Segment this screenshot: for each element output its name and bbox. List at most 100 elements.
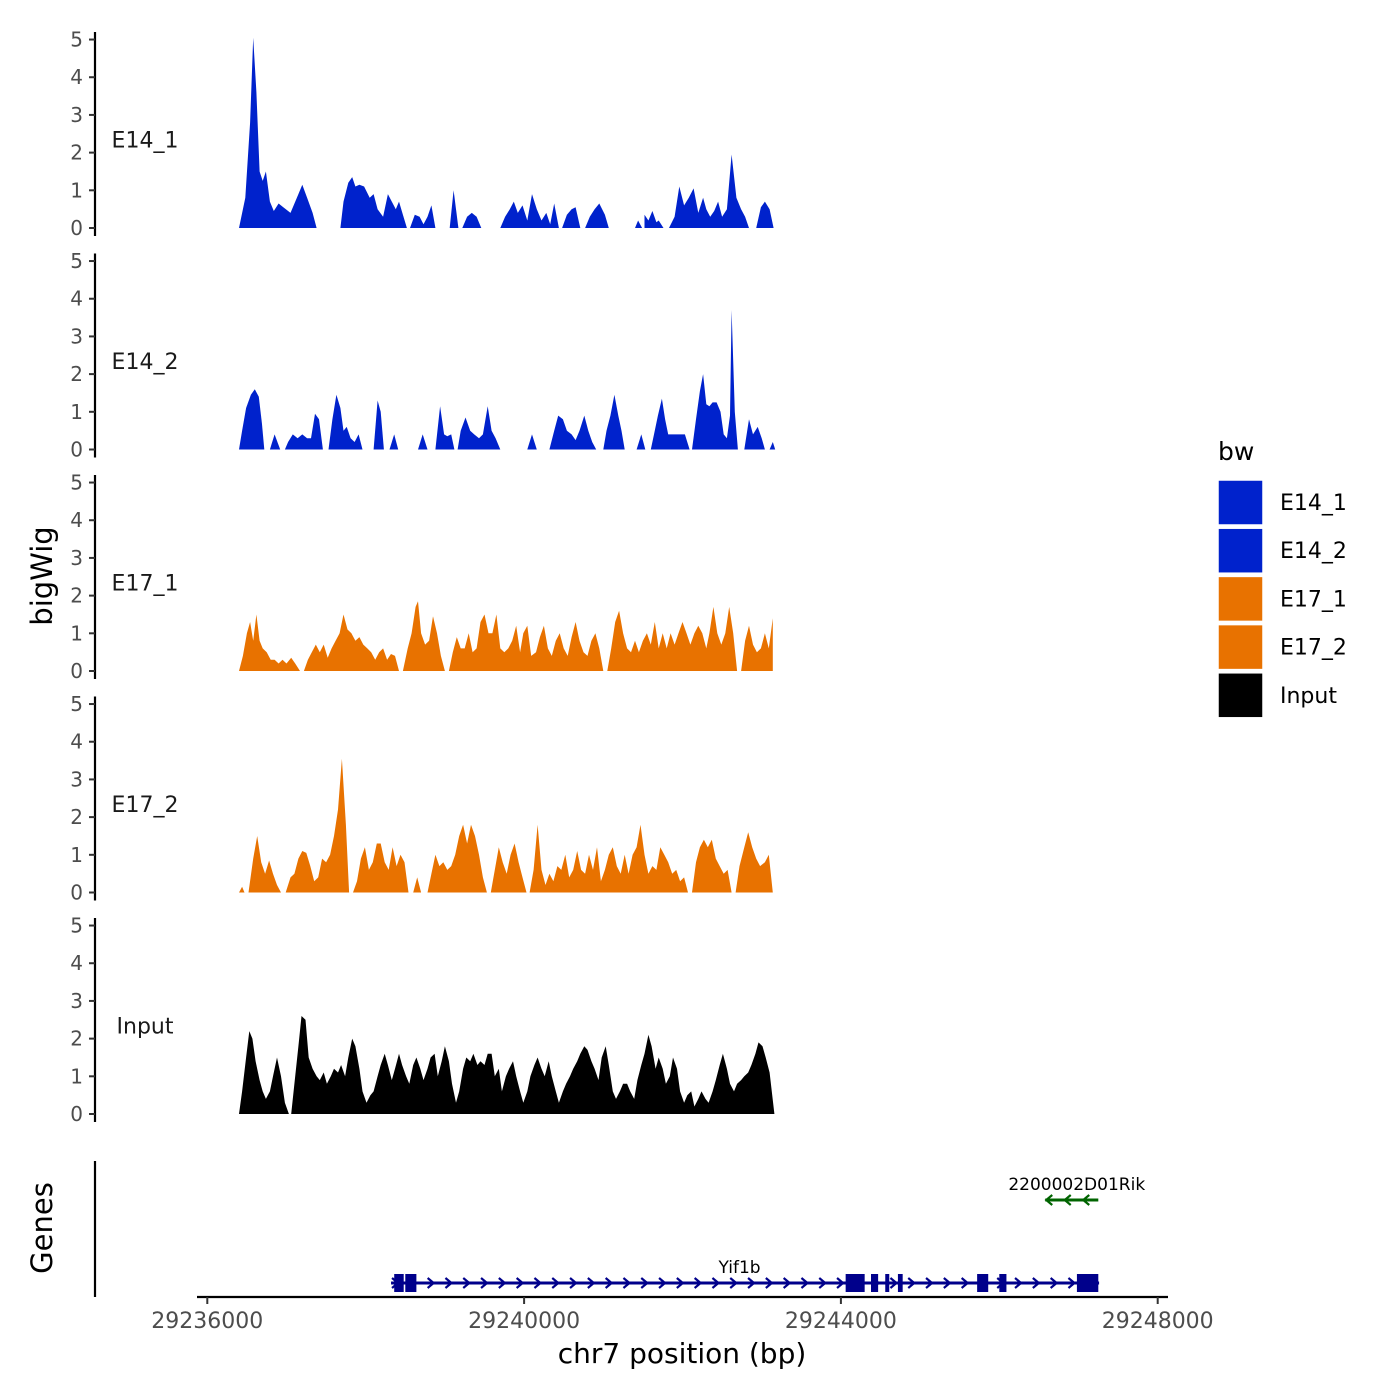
signal-area (607, 606, 738, 671)
strand-chevron (1081, 1194, 1090, 1206)
strand-chevron (818, 1277, 827, 1289)
strand-chevron (925, 1277, 934, 1289)
y-tick-label: 5 (70, 28, 83, 52)
signal-area (239, 886, 245, 893)
gene-2200002d01rik: 2200002D01Rik (1008, 1175, 1145, 1206)
signal-area (756, 201, 774, 228)
strand-chevron (569, 1277, 578, 1289)
exon (394, 1274, 404, 1292)
signal-area (448, 614, 604, 671)
exon (897, 1274, 903, 1292)
y-tick-label: 4 (70, 508, 83, 532)
signal-area (741, 618, 773, 671)
strand-chevron (1049, 1277, 1059, 1289)
x-tick-label: 29236000 (151, 1309, 263, 1334)
signal-area (644, 211, 664, 228)
strand-chevron (462, 1277, 471, 1289)
signal-area (402, 601, 445, 671)
signal-area (527, 434, 537, 450)
track-label: E17_2 (112, 793, 179, 818)
y-tick-label: 4 (70, 287, 83, 311)
signal-area (248, 836, 281, 893)
exon (977, 1274, 989, 1292)
exon (845, 1274, 865, 1292)
signal-area (285, 758, 350, 893)
exon (405, 1274, 417, 1292)
exon (885, 1274, 890, 1292)
genes-track: Yif1b 2200002D01Rik (93, 1161, 1145, 1297)
strand-chevron (693, 1277, 703, 1289)
legend-label: E14_2 (1280, 539, 1347, 564)
y-axis-title: bigWig (25, 526, 59, 625)
gene-label: 2200002D01Rik (1008, 1175, 1145, 1195)
track-e14-1: 0 1 2 3 4 5 E14_1 (70, 28, 774, 240)
bigwig-tracks: 0 1 2 3 4 5 E14_1 0 1 2 3 4 5 E14_2 0 1 2 3 4 5 E17_1 0 1 2 3 4 5 E… (70, 28, 776, 1126)
signal-area (650, 398, 690, 450)
y-tick-label: 0 (70, 1102, 83, 1126)
strand-chevron (960, 1277, 970, 1289)
legend-title: bw (1218, 437, 1254, 466)
legend-swatch (1217, 672, 1264, 719)
legend: bw E14_1 E14_2 E17_1 E17_2 Input (1217, 437, 1347, 719)
signal-area (269, 434, 281, 450)
signal-area (427, 824, 487, 893)
signal-area (549, 415, 597, 450)
track-e14-2: 0 1 2 3 4 5 E14_2 (70, 249, 776, 462)
signal-area (585, 203, 609, 228)
strand-chevron (587, 1277, 596, 1289)
y-tick-label: 2 (70, 584, 83, 608)
signal-area (462, 212, 482, 228)
y-tick-label: 0 (70, 438, 83, 462)
signal-area (603, 394, 625, 450)
signal-area (418, 434, 428, 450)
strand-chevron (943, 1277, 952, 1289)
signal-area (239, 614, 300, 671)
y-tick-label: 2 (70, 805, 83, 829)
strand-chevron (444, 1277, 454, 1289)
strand-chevron (515, 1277, 525, 1289)
strand-chevron (551, 1277, 560, 1289)
strand-chevron (1032, 1277, 1041, 1289)
x-tick-label: 29244000 (785, 1309, 897, 1334)
signal-area (529, 824, 688, 893)
strand-chevron (498, 1277, 507, 1289)
legend-label: E17_2 (1280, 636, 1347, 661)
legend-label: E17_1 (1280, 587, 1347, 612)
strand-chevron (836, 1277, 845, 1289)
y-tick-label: 0 (70, 881, 83, 905)
genes-axis-title: Genes (25, 1182, 59, 1274)
track-label: E14_1 (112, 128, 179, 153)
strand-chevron (640, 1277, 649, 1289)
y-tick-label: 1 (70, 178, 83, 202)
signal-area (284, 413, 323, 450)
x-tick-label: 29248000 (1102, 1309, 1214, 1334)
exon (870, 1274, 879, 1292)
exon (999, 1274, 1007, 1292)
y-tick-label: 4 (70, 730, 83, 754)
signal-area (389, 434, 399, 450)
signal-area (291, 1016, 775, 1114)
y-tick-label: 3 (70, 103, 83, 127)
signal-area (373, 400, 384, 450)
strand-chevron (889, 1277, 899, 1289)
y-tick-label: 3 (70, 767, 83, 791)
y-tick-label: 2 (70, 362, 83, 386)
signal-area (303, 614, 399, 671)
y-tick-label: 5 (70, 692, 83, 716)
y-tick-label: 0 (70, 659, 83, 683)
strand-chevron (800, 1277, 810, 1289)
signal-area (490, 843, 527, 893)
signal-area (239, 37, 317, 229)
strand-chevron (711, 1277, 721, 1289)
signal-area (562, 207, 581, 228)
strand-chevron (1014, 1277, 1023, 1289)
strand-chevron (533, 1277, 543, 1289)
strand-chevron (480, 1277, 489, 1289)
legend-label: E14_1 (1280, 491, 1347, 516)
signal-area (353, 843, 409, 893)
strand-chevron (604, 1277, 614, 1289)
y-tick-label: 3 (70, 324, 83, 348)
strand-chevron (729, 1277, 738, 1289)
legend-swatch (1217, 527, 1264, 574)
